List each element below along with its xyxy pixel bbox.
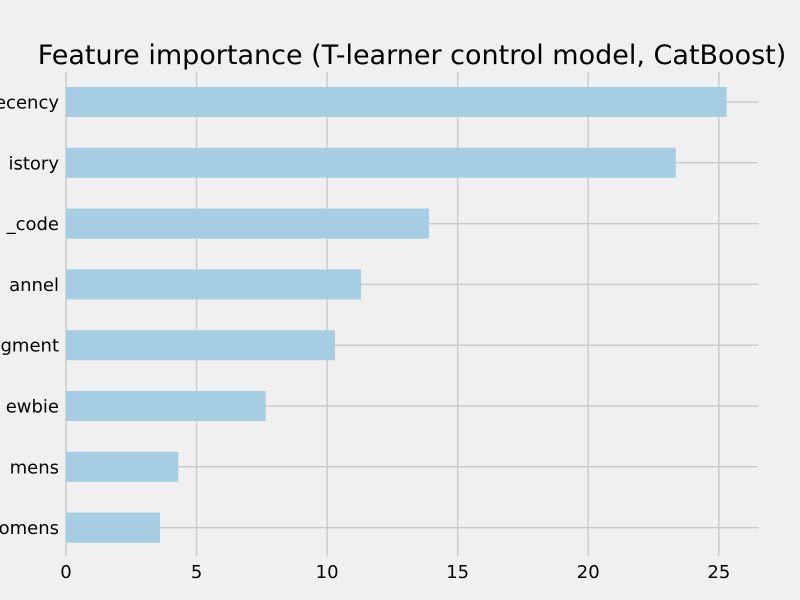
x-tick-labels: 0 5 10 15 20 25 (60, 562, 730, 583)
x-tick-label: 15 (446, 562, 469, 583)
bar-recency (66, 87, 727, 117)
y-tick-label: _code (6, 214, 59, 235)
bar-channel (66, 269, 362, 300)
y-tick-label: istory (8, 153, 59, 174)
y-tick-label: mens (10, 457, 59, 478)
y-tick-label: gment (1, 336, 60, 357)
x-tick-label: 5 (191, 562, 202, 583)
y-tick-label: omens (0, 518, 59, 539)
bar-history (66, 147, 676, 178)
bar-newbie (66, 391, 266, 421)
bar-zip-code (66, 208, 429, 239)
bar-womens (66, 512, 161, 543)
x-tick-label: 25 (707, 562, 730, 583)
y-tick-label: ecency (0, 93, 59, 114)
x-tick-label: 20 (577, 562, 600, 583)
x-tick-label: 0 (60, 562, 71, 583)
x-tick-label: 10 (316, 562, 339, 583)
bar-mens (66, 451, 179, 482)
chart-title: Feature importance (T-learner control mo… (38, 40, 787, 71)
y-tick-label: ewbie (6, 397, 59, 418)
bar-layer (66, 87, 727, 543)
bar-segment (66, 330, 335, 361)
y-tick-label: annel (9, 275, 59, 296)
